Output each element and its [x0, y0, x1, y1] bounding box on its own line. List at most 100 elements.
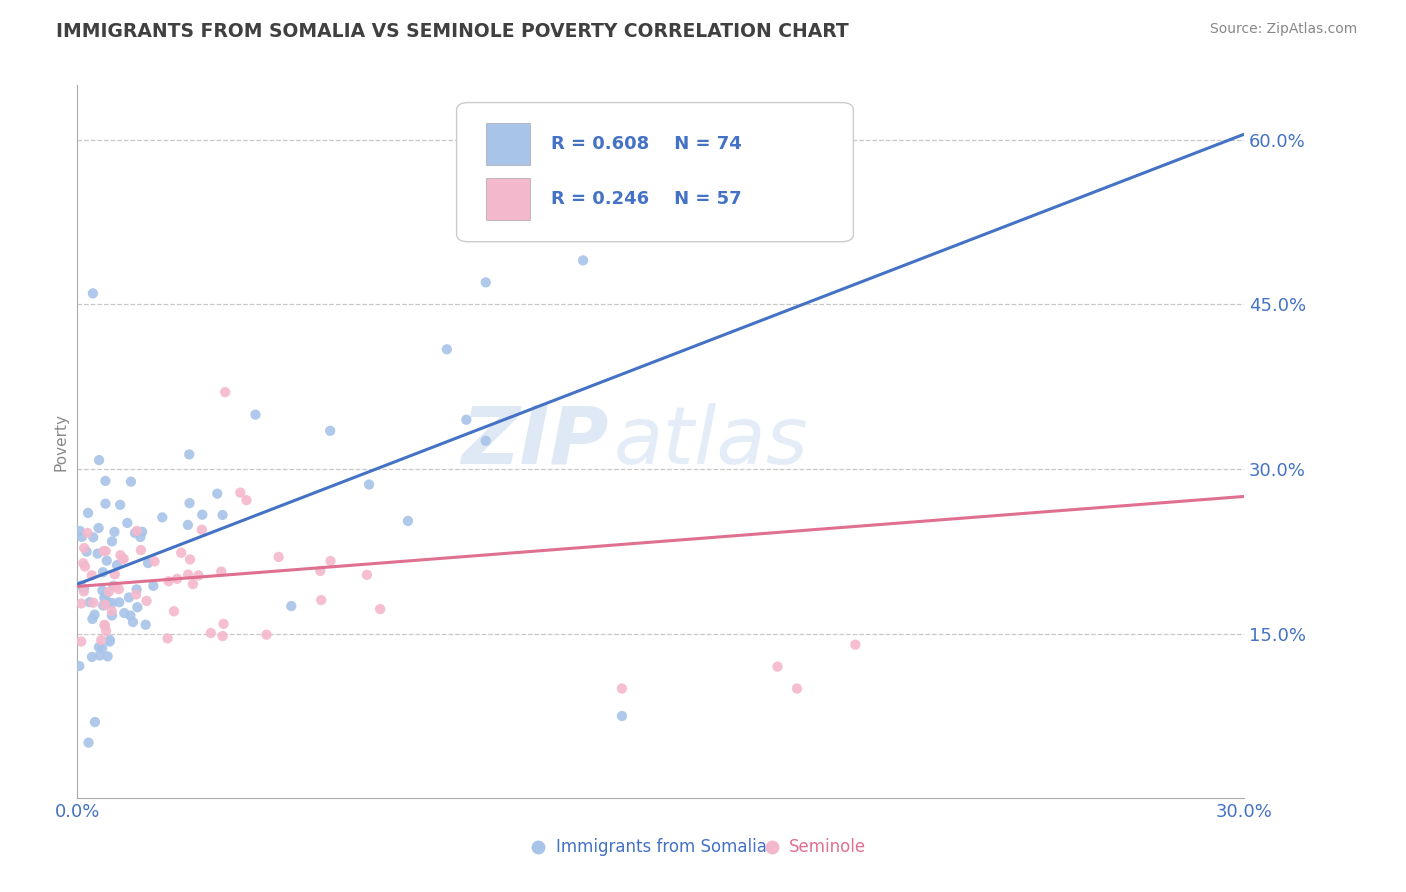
Text: Source: ZipAtlas.com: Source: ZipAtlas.com — [1209, 22, 1357, 37]
Point — [143, 554, 166, 568]
Point — [110, 548, 132, 562]
Point — [436, 343, 458, 357]
Point — [142, 579, 165, 593]
Point — [214, 385, 236, 400]
FancyBboxPatch shape — [457, 103, 853, 242]
Point — [187, 568, 209, 582]
Point — [844, 638, 866, 652]
Point — [396, 514, 419, 528]
Point — [309, 564, 332, 578]
Point — [150, 510, 173, 524]
Point — [76, 525, 98, 540]
Point — [87, 521, 110, 535]
Point — [97, 649, 120, 664]
Point — [120, 608, 142, 623]
Point — [179, 552, 201, 566]
Point — [610, 709, 633, 723]
Point — [97, 596, 120, 610]
Point — [70, 634, 93, 648]
Point — [766, 659, 789, 673]
Point — [456, 413, 478, 427]
Point — [368, 602, 391, 616]
Point — [177, 567, 200, 582]
Point — [127, 600, 149, 615]
Point — [104, 567, 127, 582]
Point — [357, 477, 380, 491]
Point — [87, 453, 110, 467]
Point — [179, 447, 201, 461]
Point — [105, 558, 128, 573]
Point — [94, 587, 117, 601]
Point — [136, 556, 159, 570]
Point — [245, 408, 267, 422]
Point — [70, 597, 93, 611]
Point — [191, 523, 214, 537]
Point — [157, 574, 180, 589]
Point — [91, 565, 114, 579]
Text: atlas: atlas — [614, 402, 808, 481]
Point — [209, 565, 232, 579]
Point — [91, 583, 114, 598]
Point — [94, 474, 117, 488]
Point — [69, 524, 91, 538]
Point — [94, 624, 117, 639]
Point — [786, 220, 808, 235]
Point — [131, 524, 153, 539]
FancyBboxPatch shape — [486, 178, 530, 219]
Point — [82, 286, 104, 301]
Text: Seminole: Seminole — [789, 838, 866, 855]
Point — [179, 496, 201, 510]
Point — [181, 577, 204, 591]
Text: ZIP: ZIP — [461, 402, 609, 481]
FancyBboxPatch shape — [486, 123, 530, 165]
Point — [73, 541, 96, 555]
Point — [77, 506, 100, 520]
Point — [83, 607, 105, 622]
Point — [122, 615, 145, 629]
Text: IMMIGRANTS FROM SOMALIA VS SEMINOLE POVERTY CORRELATION CHART: IMMIGRANTS FROM SOMALIA VS SEMINOLE POVE… — [56, 22, 849, 41]
Point — [101, 534, 124, 549]
Point — [103, 524, 125, 539]
Point — [94, 497, 117, 511]
Text: Immigrants from Somalia: Immigrants from Somalia — [555, 838, 766, 855]
Point — [280, 599, 302, 613]
Point — [572, 253, 595, 268]
Point — [94, 544, 117, 558]
Point — [94, 598, 117, 612]
Point — [229, 485, 252, 500]
Point — [77, 736, 100, 750]
Point — [93, 618, 115, 632]
Point — [70, 530, 93, 544]
Point — [112, 552, 135, 566]
Point — [309, 593, 332, 607]
Point — [93, 618, 115, 632]
Point — [125, 524, 148, 538]
Point — [90, 633, 112, 648]
Point — [89, 648, 111, 663]
Y-axis label: Poverty: Poverty — [53, 412, 69, 471]
Point — [108, 595, 131, 609]
Point — [319, 554, 342, 568]
Point — [103, 579, 125, 593]
Point — [96, 554, 118, 568]
Point — [125, 582, 148, 597]
Point — [80, 568, 103, 582]
Point — [474, 434, 498, 448]
Point — [319, 424, 342, 438]
Point — [97, 584, 120, 599]
Point — [124, 526, 146, 541]
Point — [104, 580, 127, 594]
Point — [84, 714, 107, 729]
Point — [125, 587, 148, 601]
Point — [135, 594, 157, 608]
Point — [86, 547, 108, 561]
Point — [112, 606, 135, 620]
Point — [610, 681, 633, 696]
Point — [73, 584, 96, 599]
Point — [73, 582, 96, 596]
Point — [87, 640, 110, 654]
Point — [163, 604, 186, 618]
Point — [67, 659, 90, 673]
Point — [211, 629, 233, 643]
Point — [73, 559, 96, 574]
